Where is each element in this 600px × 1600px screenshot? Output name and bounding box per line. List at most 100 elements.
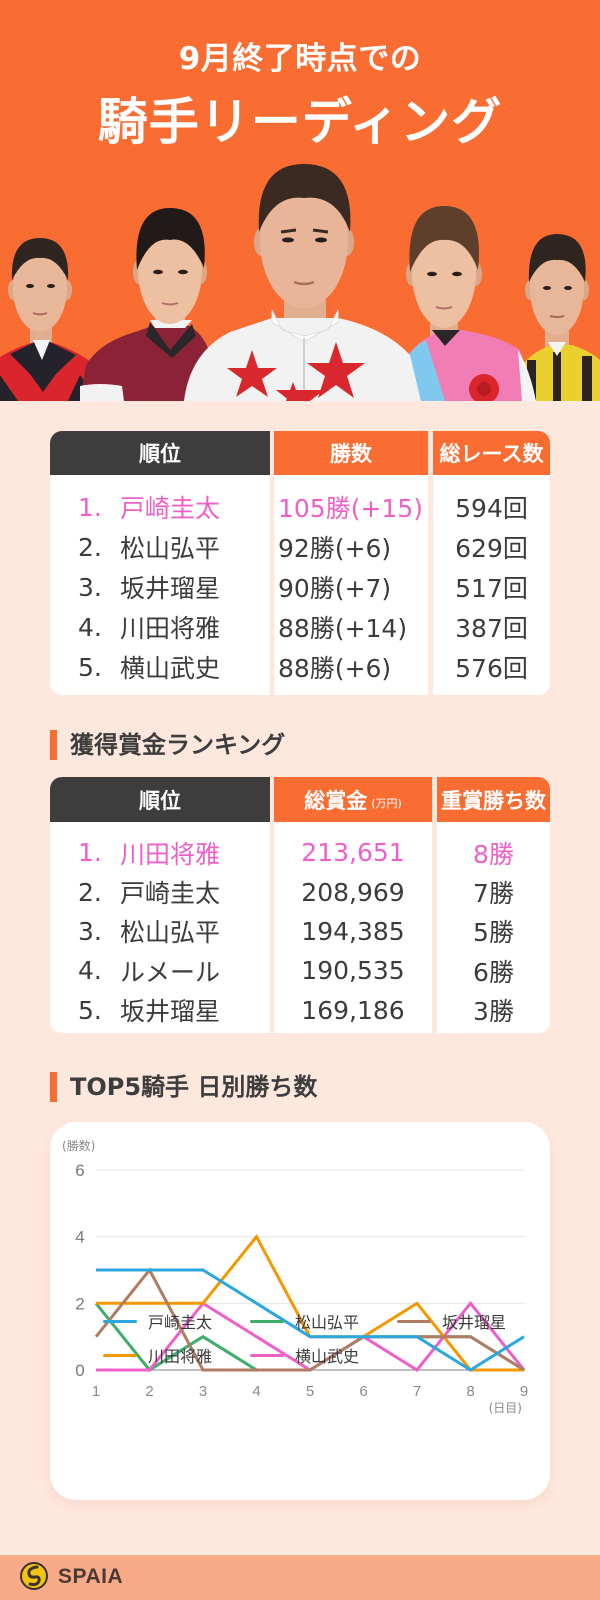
y-tick-label: 0	[75, 1361, 84, 1380]
jockey-name: 戸崎圭太	[120, 879, 221, 909]
races-cell: 629回	[455, 534, 528, 563]
prize-col-total: 総賞金 (万円) 213,651 208,969 194,385 190,535 …	[274, 777, 432, 1033]
rank-number: 4.	[78, 956, 102, 986]
chart-series-lines	[94, 1233, 526, 1372]
graded-wins-cell: 8勝	[473, 839, 514, 869]
prize-header-graded-wins: 重賞勝ち数	[437, 777, 550, 822]
leading-row-5-jockey: 5. 横山武史	[50, 647, 270, 687]
wins-cell: 90勝(+7)	[278, 574, 392, 603]
section-accent-bar	[50, 730, 57, 760]
legend-item-4: 川田将雅	[103, 1344, 212, 1366]
jockey-photo-2	[80, 208, 216, 401]
jockey-name: 坂井瑠星	[120, 997, 221, 1027]
legend-item-5: 横山武史	[250, 1344, 359, 1366]
daily-wins-chart-card: 0 2 4 6 1 2 3 4 5 6 7 8 9 (勝数) (日目) 戸崎圭太 松山弘平 坂井瑠星 川田将…	[50, 1122, 550, 1500]
jockey-photo-1	[0, 238, 98, 401]
prize-row-3-jockey: 3. 松山弘平	[50, 912, 270, 951]
leading-row-3-jockey: 3. 坂井瑠星	[50, 567, 270, 607]
wins-cell: 88勝(+14)	[278, 614, 408, 643]
y-axis-title: (勝数)	[62, 1138, 95, 1153]
prize-section-title: 獲得賞金ランキング	[70, 731, 286, 759]
daily-wins-line-chart: 0 2 4 6 1 2 3 4 5 6 7 8 9 (勝数) (日目)	[62, 1138, 528, 1415]
prize-table: 順位 1. 川田将雅 2. 戸崎圭太 3. 松山弘平 4. ルメール 5. 坂井瑠星 総賞…	[50, 777, 550, 1033]
x-tick-label: 8	[466, 1383, 474, 1400]
races-cell: 576回	[455, 654, 528, 683]
wins-cell: 88勝(+6)	[278, 654, 392, 683]
jockey-name: 松山弘平	[120, 534, 221, 563]
jockey-name: 松山弘平	[120, 918, 221, 948]
legend-label: 横山武史	[295, 1347, 360, 1366]
jockey-name: 坂井瑠星	[120, 574, 221, 603]
series-line-1	[96, 1268, 525, 1372]
chart-axis-labels: 0 2 4 6 1 2 3 4 5 6 7 8 9 (勝数) (日目)	[62, 1138, 528, 1415]
prize-cell: 208,969	[301, 877, 405, 907]
rank-number: 2.	[78, 877, 102, 907]
legend-line-icon	[103, 1353, 137, 1357]
prize-row-2-jockey: 2. 戸崎圭太	[50, 872, 270, 911]
brand-name: SPAIA	[58, 1565, 124, 1588]
hero-subtitle: 9月終了時点での	[178, 41, 422, 77]
prize-header-rank: 順位	[50, 777, 270, 822]
y-tick-label: 6	[75, 1161, 84, 1180]
leading-table: 順位 1. 戸崎圭太 2. 松山弘平 3. 坂井瑠星 4. 川田将雅 5. 横山武史 勝数…	[50, 431, 550, 695]
x-tick-label: 6	[359, 1383, 367, 1400]
leading-col-wins: 勝数 105勝(+15) 92勝(+6) 90勝(+7) 88勝(+14) 88…	[274, 431, 428, 695]
leading-row-1-jockey: 1. 戸崎圭太	[50, 487, 270, 527]
jockey-photos	[0, 164, 600, 401]
graded-wins-cell: 5勝	[473, 918, 514, 948]
legend-line-icon	[397, 1319, 431, 1323]
x-tick-label: 5	[306, 1383, 314, 1400]
jockey-name: 横山武史	[120, 654, 221, 683]
legend-label: 坂井瑠星	[442, 1313, 507, 1332]
prize-col-graded-wins: 重賞勝ち数 8勝 7勝 5勝 6勝 3勝	[437, 777, 550, 1033]
graded-wins-cell: 7勝	[473, 879, 514, 909]
prize-row-4-jockey: 4. ルメール	[50, 951, 270, 990]
rank-number: 1.	[78, 838, 102, 868]
y-tick-label: 2	[75, 1294, 84, 1313]
graded-wins-cell: 6勝	[473, 957, 514, 987]
prize-col-rank: 順位 1. 川田将雅 2. 戸崎圭太 3. 松山弘平 4. ルメール 5. 坂井瑠星	[50, 777, 270, 1033]
races-cell: 517回	[455, 574, 528, 603]
legend-line-icon	[250, 1353, 284, 1357]
prize-header-total: 総賞金 (万円)	[274, 777, 432, 822]
section-accent-bar	[50, 1072, 57, 1102]
prize-header-unit: (万円)	[371, 796, 402, 810]
prize-cell: 194,385	[301, 916, 405, 946]
legend-item-3: 坂井瑠星	[397, 1310, 506, 1332]
leading-col-rank: 順位 1. 戸崎圭太 2. 松山弘平 3. 坂井瑠星 4. 川田将雅 5. 横山武史	[50, 431, 270, 695]
jockey-name: 川田将雅	[120, 614, 221, 643]
legend-item-1: 戸崎圭太	[103, 1310, 212, 1332]
leading-header-wins: 勝数	[274, 431, 428, 475]
prize-cell: 169,186	[301, 995, 405, 1025]
prize-row-1-jockey: 1. 川田将雅	[50, 833, 270, 872]
wins-cell: 105勝(+15)	[278, 494, 423, 523]
footer: SPAIA	[0, 1555, 600, 1600]
leading-row-2-jockey: 2. 松山弘平	[50, 527, 270, 567]
x-tick-label: 1	[92, 1383, 100, 1400]
prize-header-label: 総賞金	[304, 788, 368, 813]
x-tick-label: 4	[252, 1383, 260, 1400]
jockey-photo-3	[184, 164, 421, 401]
x-tick-label: 3	[199, 1383, 207, 1400]
x-tick-label: 2	[145, 1383, 153, 1400]
x-axis-title: (日目)	[489, 1401, 522, 1415]
legend-item-2: 松山弘平	[250, 1310, 359, 1332]
leading-header-races: 総レース数	[433, 431, 550, 475]
hero-header: 9月終了時点での 騎手リーディング	[0, 0, 600, 401]
rank-number: 4.	[78, 612, 102, 642]
x-tick-label: 9	[520, 1383, 528, 1400]
rank-number: 3.	[78, 916, 102, 946]
leading-row-4-jockey: 4. 川田将雅	[50, 607, 270, 647]
wins-cell: 92勝(+6)	[278, 534, 392, 563]
legend-label: 松山弘平	[295, 1313, 360, 1332]
jockey-photo-5	[517, 234, 600, 401]
legend-label: 戸崎圭太	[148, 1313, 213, 1332]
x-tick-label: 7	[413, 1383, 421, 1400]
jockey-photo-4	[402, 206, 536, 401]
rank-number: 3.	[78, 572, 102, 602]
y-tick-label: 4	[75, 1228, 84, 1247]
races-cell: 594回	[455, 494, 528, 523]
rank-number: 5.	[78, 652, 102, 682]
jockey-name: 川田将雅	[120, 839, 221, 869]
rank-number: 1.	[78, 492, 102, 522]
